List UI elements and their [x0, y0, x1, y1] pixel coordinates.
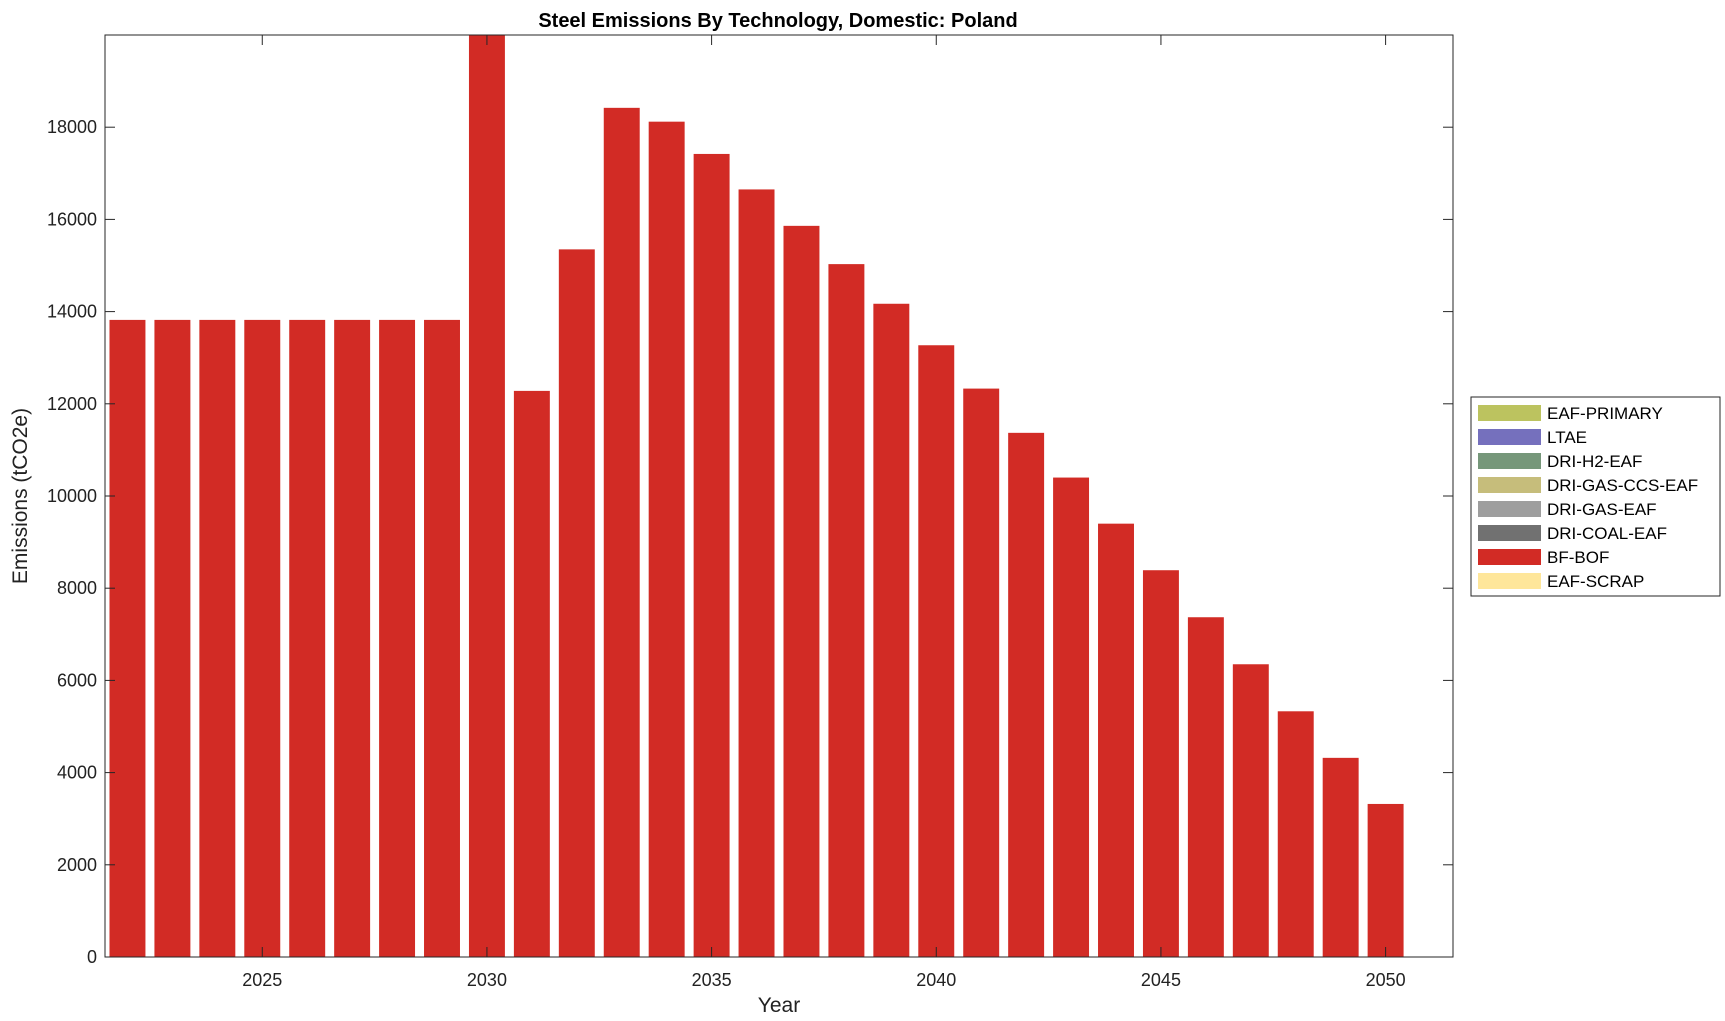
x-tick-label: 2050	[1366, 970, 1406, 990]
bar-bf-bof-2030	[468, 35, 505, 957]
legend-swatch-dri-coal-eaf	[1478, 525, 1541, 541]
legend-swatch-dri-gas-ccs-eaf	[1478, 477, 1541, 493]
legend-swatch-bf-bof	[1478, 549, 1541, 565]
y-tick-label: 2000	[57, 855, 97, 875]
y-axis-title: Emissions (tCO2e)	[9, 408, 32, 584]
bar-bf-bof-2038	[828, 264, 865, 957]
x-axis: 2025 2030 2035 2040 2045 2050	[242, 35, 1406, 990]
bar-bf-bof-2042	[1008, 432, 1045, 958]
y-tick-label: 10000	[47, 486, 97, 506]
chart-title: Steel Emissions By Technology, Domestic:…	[538, 10, 1017, 32]
bar-bf-bof-2039	[873, 303, 910, 957]
legend-label-bf-bof: BF-BOF	[1547, 548, 1609, 567]
legend-label-eaf-primary: EAF-PRIMARY	[1547, 404, 1663, 423]
legend-label-dri-gas-ccs-eaf: DRI-GAS-CCS-EAF	[1547, 476, 1698, 495]
legend-swatch-eaf-scrap	[1478, 573, 1541, 589]
bar-bf-bof-2046	[1187, 617, 1224, 957]
y-tick-label: 16000	[47, 209, 97, 229]
bar-bf-bof-2025	[244, 319, 281, 957]
legend-items: EAF-PRIMARY LTAE DRI-H2-EAF DRI-GAS-CCS-EAF…	[1478, 404, 1698, 591]
legend-label-ltae: LTAE	[1547, 428, 1587, 447]
y-tick-label: 14000	[47, 302, 97, 322]
x-tick-label: 2025	[242, 970, 282, 990]
bar-bf-bof-2048	[1277, 711, 1314, 957]
legend: EAF-PRIMARY LTAE DRI-H2-EAF DRI-GAS-CCS-EAF…	[1470, 396, 1721, 597]
y-tick-label: 12000	[47, 394, 97, 414]
bar-bf-bof-2040	[918, 345, 955, 957]
bar-bf-bof-2043	[1053, 477, 1090, 957]
x-tick-label: 2045	[1141, 970, 1181, 990]
bar-bf-bof-2037	[783, 225, 820, 958]
bar-bf-bof-2045	[1142, 570, 1179, 957]
bar-bf-bof-2034	[648, 121, 685, 958]
bar-bf-bof-2033	[603, 107, 640, 958]
bar-bf-bof-2028	[379, 319, 416, 957]
bar-bf-bof-2022	[109, 319, 146, 957]
bar-bf-bof-2035	[693, 153, 730, 957]
y-tick-label: 6000	[57, 670, 97, 690]
x-tick-label: 2030	[467, 970, 507, 990]
y-tick-label: 18000	[47, 117, 97, 137]
legend-swatch-dri-h2-eaf	[1478, 453, 1541, 469]
bar-bf-bof-2047	[1232, 664, 1269, 957]
bar-bf-bof-2041	[963, 388, 1000, 958]
bar-bf-bof-2049	[1322, 757, 1359, 957]
y-tick-label: 8000	[57, 578, 97, 598]
legend-swatch-ltae	[1478, 429, 1541, 445]
x-axis-title: Year	[758, 994, 800, 1017]
bar-bf-bof-2026	[289, 319, 326, 957]
x-tick-label: 2040	[916, 970, 956, 990]
legend-label-dri-coal-eaf: DRI-COAL-EAF	[1547, 524, 1667, 543]
legend-swatch-eaf-primary	[1478, 405, 1541, 421]
bars	[109, 35, 1404, 958]
legend-label-dri-gas-eaf: DRI-GAS-EAF	[1547, 500, 1657, 519]
x-tick-label: 2035	[692, 970, 732, 990]
legend-label-dri-h2-eaf: DRI-H2-EAF	[1547, 452, 1642, 471]
bar-bf-bof-2029	[424, 319, 460, 957]
legend-label-eaf-scrap: EAF-SCRAP	[1547, 572, 1644, 591]
bar-bf-bof-2027	[334, 319, 371, 957]
bar-bf-bof-2023	[154, 319, 191, 957]
y-tick-label: 0	[87, 947, 97, 967]
bar-bf-bof-2036	[738, 189, 775, 957]
bar-bf-bof-2031	[513, 390, 550, 957]
bar-bf-bof-2050	[1367, 803, 1404, 957]
bar-bf-bof-2024	[199, 319, 236, 957]
legend-swatch-dri-gas-eaf	[1478, 501, 1541, 517]
bar-bf-bof-2044	[1098, 523, 1134, 957]
y-tick-label: 4000	[57, 763, 97, 783]
bar-bf-bof-2032	[558, 249, 595, 957]
y-axis: 0 2000 4000 6000 8000 10000 12000 14000 16000 180…	[47, 117, 1453, 967]
